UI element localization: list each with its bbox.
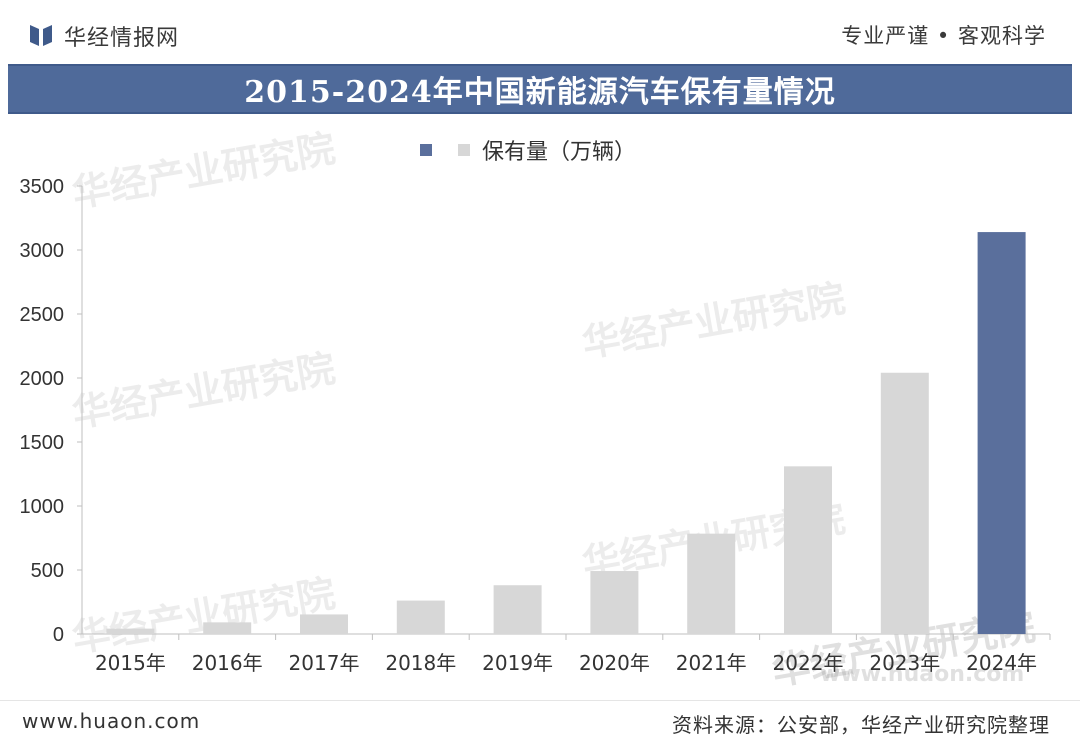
- brand-name: 华经情报网: [64, 26, 180, 51]
- x-tick-label: 2015年: [95, 651, 166, 675]
- bar-chart: 0 500 1000 1500 2000 2500 3000 3500 2015年 2016年 20…: [20, 176, 1051, 675]
- legend-swatch-gray: [458, 144, 470, 156]
- bar-2015年: [106, 628, 155, 634]
- x-tick-label: 2024年: [966, 651, 1037, 675]
- bar-2016年: [203, 622, 252, 634]
- source-note: 资料来源：公安部，华经产业研究院整理: [672, 713, 1050, 737]
- bar-2021年: [687, 533, 736, 634]
- slogan: 专业严谨 • 客观科学: [841, 24, 1046, 48]
- y-tick-label: 500: [31, 560, 64, 582]
- bar-2023年: [880, 372, 929, 634]
- chart-title: 2015-2024年中国新能源汽车保有量情况: [244, 75, 836, 110]
- watermark-url: www.huaon.com: [820, 662, 1025, 687]
- bar-2022年: [784, 466, 832, 634]
- y-tick-label: 3500: [20, 176, 65, 198]
- y-tick-label: 2500: [20, 304, 65, 326]
- y-tick-label: 1000: [20, 496, 65, 518]
- title-bar: 2015-2024年中国新能源汽车保有量情况: [8, 64, 1072, 114]
- x-tick-label: 2023年: [869, 651, 940, 675]
- bar-2024年: [977, 232, 1026, 634]
- x-tick-label: 2017年: [289, 651, 360, 675]
- y-tick-label: 1500: [20, 432, 65, 454]
- x-tick-label: 2021年: [676, 651, 747, 675]
- bar-2018年: [396, 600, 445, 634]
- y-tick-label: 0: [53, 624, 64, 646]
- bar-2019年: [493, 585, 542, 634]
- logo-icon: [30, 25, 52, 46]
- footer: www.huaon.com 资料来源：公安部，华经产业研究院整理: [0, 700, 1080, 754]
- website-link[interactable]: www.huaon.com: [22, 709, 201, 733]
- legend-swatch-highlight: [420, 144, 432, 156]
- top-bar: 华经情报网 专业严谨 • 客观科学: [0, 0, 1080, 64]
- bar-2020年: [590, 571, 639, 634]
- x-tick-label: 2016年: [192, 651, 263, 675]
- x-tick-label: 2018年: [385, 651, 456, 675]
- y-tick-label: 3000: [20, 240, 65, 262]
- y-tick-label: 2000: [20, 368, 65, 390]
- x-tick-label: 2019年: [482, 651, 553, 675]
- legend-label: 保有量（万辆）: [482, 140, 637, 165]
- x-tick-label: 2022年: [773, 651, 844, 675]
- bar-2017年: [300, 614, 348, 634]
- x-tick-label: 2020年: [579, 651, 650, 675]
- legend: 保有量（万辆）: [420, 136, 637, 165]
